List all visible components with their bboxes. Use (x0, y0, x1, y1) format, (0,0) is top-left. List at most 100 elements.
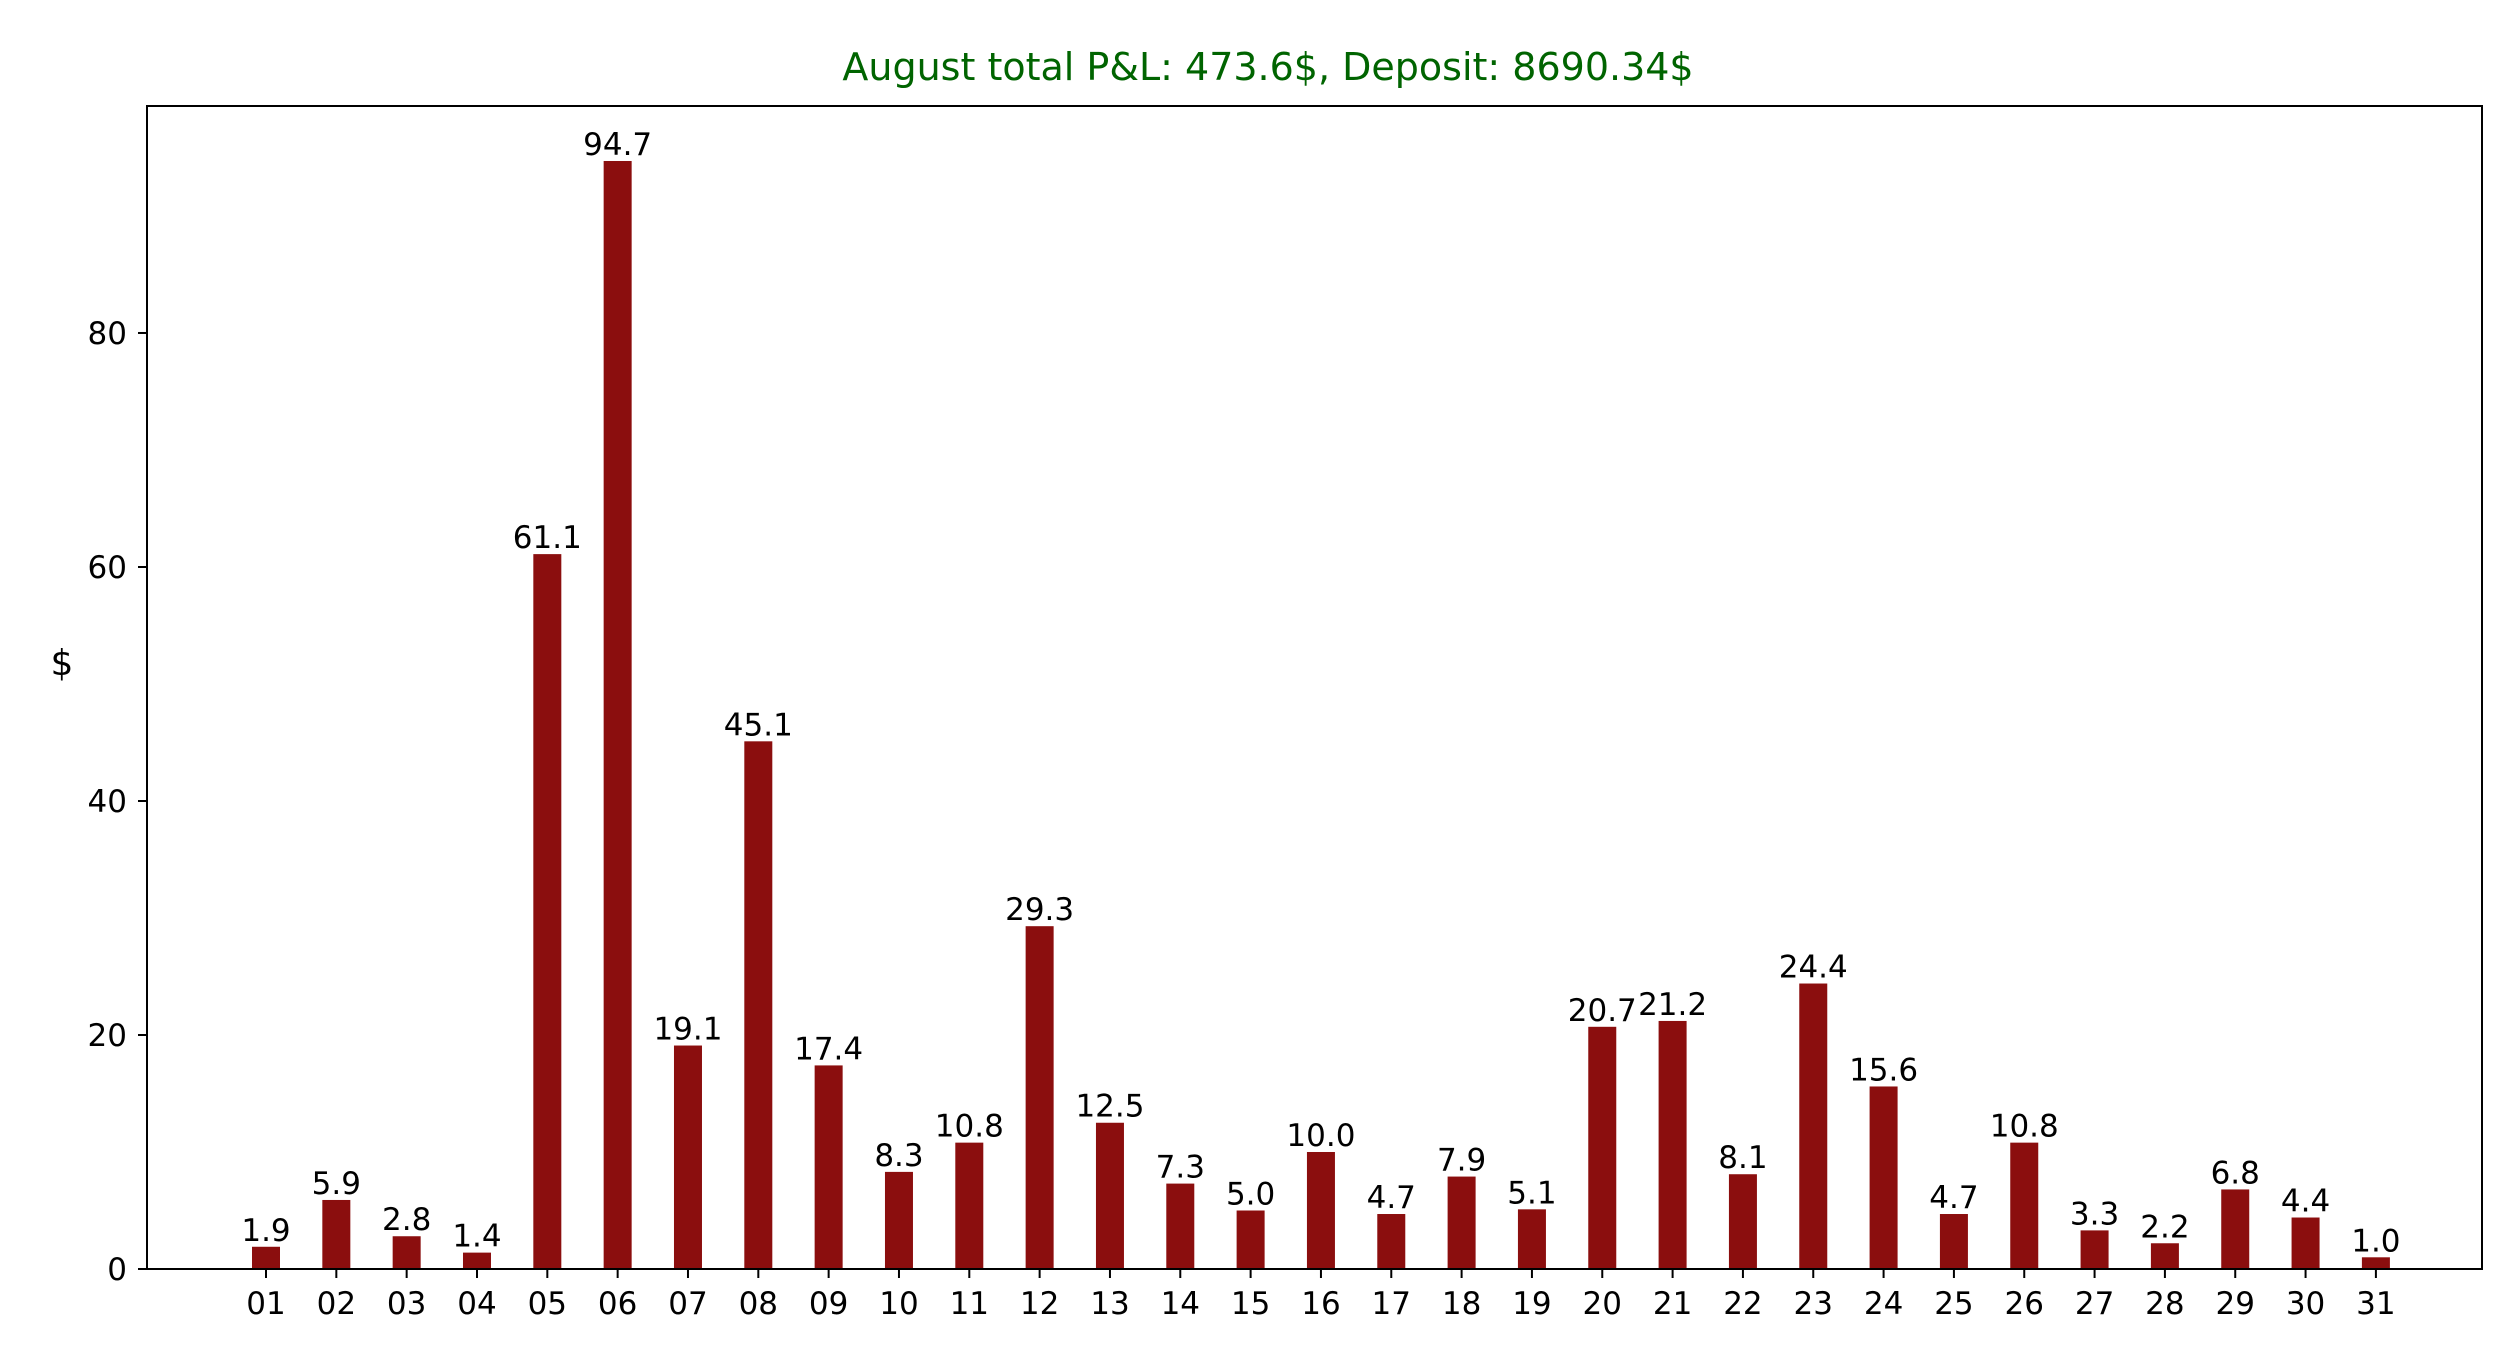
x-tick-label-09: 09 (809, 1286, 848, 1322)
y-ticks-layer: 0 20 40 60 80 (88, 316, 147, 1288)
bar-label-07: 19.1 (653, 1012, 722, 1048)
bar-12 (1025, 926, 1054, 1269)
y-tick-label-40: 40 (88, 784, 127, 820)
bar-label-14: 7.3 (1156, 1150, 1205, 1186)
bars-layer (252, 160, 2390, 1269)
bar-18 (1447, 1176, 1476, 1269)
y-axis-label: $ (51, 643, 74, 684)
bar-label-03: 2.8 (382, 1202, 431, 1238)
bar-label-08: 45.1 (724, 707, 793, 743)
bar-label-18: 7.9 (1437, 1143, 1486, 1179)
x-tick-label-24: 24 (1864, 1286, 1903, 1322)
bar-label-11: 10.8 (935, 1109, 1004, 1145)
x-tick-label-02: 02 (317, 1286, 356, 1322)
x-tick-label-14: 14 (1161, 1286, 1200, 1322)
bar-label-09: 17.4 (794, 1031, 863, 1067)
bar-21 (1658, 1020, 1687, 1269)
bar-label-29: 6.8 (2211, 1155, 2260, 1191)
bar-22 (1728, 1174, 1757, 1269)
x-tick-label-16: 16 (1301, 1286, 1340, 1322)
x-tick-label-04: 04 (457, 1286, 496, 1322)
bar-16 (1306, 1151, 1335, 1269)
y-tick-label-80: 80 (88, 316, 127, 352)
bar-08 (744, 741, 773, 1269)
bar-label-30: 4.4 (2281, 1184, 2330, 1220)
x-tick-label-26: 26 (2005, 1286, 2044, 1322)
bar-25 (1939, 1214, 1968, 1269)
x-tick-label-15: 15 (1231, 1286, 1270, 1322)
bar-label-26: 10.8 (1990, 1109, 2059, 1145)
bar-15 (1236, 1210, 1265, 1269)
bar-31 (2361, 1257, 2390, 1269)
x-tick-label-27: 27 (2075, 1286, 2114, 1322)
x-tick-label-19: 19 (1512, 1286, 1551, 1322)
bar-01 (252, 1246, 280, 1269)
x-tick-label-07: 07 (668, 1286, 707, 1322)
x-tick-label-25: 25 (1934, 1286, 1973, 1322)
bar-label-01: 1.9 (241, 1213, 290, 1249)
bar-29 (2221, 1189, 2250, 1269)
x-tick-label-30: 30 (2286, 1286, 2325, 1322)
bar-03 (392, 1236, 421, 1269)
bar-label-10: 8.3 (874, 1138, 923, 1174)
x-tick-label-01: 01 (246, 1286, 285, 1322)
bar-label-24: 15.6 (1849, 1052, 1918, 1088)
x-tick-label-31: 31 (2356, 1286, 2395, 1322)
x-tick-label-03: 03 (387, 1286, 426, 1322)
bar-label-16: 10.0 (1286, 1118, 1355, 1154)
bar-28 (2150, 1243, 2179, 1269)
bar-27 (2080, 1230, 2109, 1269)
bar-30 (2291, 1217, 2320, 1269)
bar-17 (1377, 1214, 1406, 1269)
bar-02 (322, 1199, 351, 1269)
x-tick-label-13: 13 (1090, 1286, 1129, 1322)
bar-label-20: 20.7 (1568, 993, 1637, 1029)
y-tick-label-60: 60 (88, 550, 127, 586)
bar-14 (1166, 1183, 1195, 1269)
bar-label-02: 5.9 (312, 1166, 361, 1202)
bar-23 (1799, 983, 1828, 1269)
x-tick-label-05: 05 (528, 1286, 567, 1322)
x-tick-label-08: 08 (739, 1286, 778, 1322)
bar-10 (884, 1171, 913, 1269)
x-tick-label-28: 28 (2145, 1286, 2184, 1322)
bar-labels-layer: 1.9 5.9 2.8 1.4 61.1 94.7 19.1 45.1 17.4 8.3 10.8 2… (241, 127, 2400, 1259)
bar-09 (814, 1065, 843, 1269)
x-tick-label-17: 17 (1372, 1286, 1411, 1322)
bar-label-25: 4.7 (1929, 1180, 1978, 1216)
bar-20 (1588, 1026, 1617, 1269)
plot-frame (146, 105, 2483, 1270)
x-tick-label-20: 20 (1583, 1286, 1622, 1322)
bar-label-28: 2.2 (2140, 1209, 2189, 1245)
bar-19 (1517, 1209, 1546, 1269)
bar-07 (673, 1045, 702, 1269)
x-tick-label-18: 18 (1442, 1286, 1481, 1322)
bar-label-05: 61.1 (513, 520, 582, 556)
bar-06 (603, 160, 632, 1269)
bar-label-21: 21.2 (1638, 987, 1707, 1023)
bar-label-19: 5.1 (1507, 1175, 1556, 1211)
y-tick-label-0: 0 (107, 1252, 127, 1288)
bar-04 (462, 1252, 491, 1269)
x-tick-label-21: 21 (1653, 1286, 1692, 1322)
bar-label-15: 5.0 (1226, 1176, 1275, 1212)
x-tick-label-11: 11 (950, 1286, 989, 1322)
bar-11 (955, 1142, 984, 1269)
chart-title: August total P&L: 473.6$, Deposit: 8690.… (842, 45, 1693, 89)
x-tick-label-22: 22 (1723, 1286, 1762, 1322)
bar-label-04: 1.4 (452, 1219, 501, 1255)
bar-05 (533, 554, 562, 1269)
x-tick-label-12: 12 (1020, 1286, 1059, 1322)
bar-label-27: 3.3 (2070, 1196, 2119, 1232)
x-tick-label-23: 23 (1794, 1286, 1833, 1322)
bar-label-31: 1.0 (2351, 1223, 2400, 1259)
bar-label-23: 24.4 (1779, 950, 1848, 986)
y-tick-label-20: 20 (88, 1018, 127, 1054)
bar-24 (1869, 1086, 1898, 1269)
bar-label-22: 8.1 (1718, 1140, 1767, 1176)
bar-13 (1095, 1122, 1124, 1269)
x-tick-label-10: 10 (879, 1286, 918, 1322)
bar-label-13: 12.5 (1075, 1089, 1144, 1125)
